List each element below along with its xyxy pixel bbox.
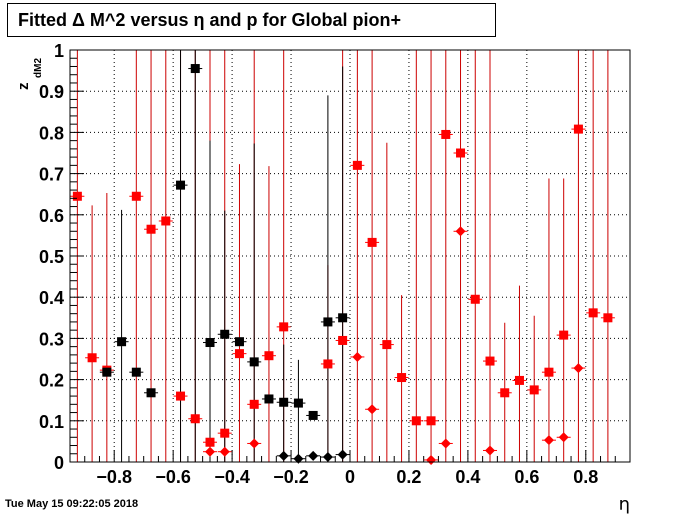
data-point-square [176, 180, 186, 190]
data-point-square [500, 388, 510, 398]
data-point-square [279, 397, 289, 407]
x-tick-label: −0.4 [214, 467, 250, 487]
data-point-square [146, 388, 156, 398]
axis-ticks [69, 49, 631, 463]
y-tick-label: 1 [54, 41, 64, 61]
x-tick-label: 0.2 [396, 467, 421, 487]
data-point-square [249, 357, 259, 367]
data-point-square [588, 308, 598, 318]
grid-lines [70, 50, 630, 462]
z-axis-label: z dM2 [15, 58, 44, 90]
y-tick-label: 0.4 [39, 288, 64, 308]
data-point-square [220, 329, 230, 339]
data-point-square [293, 398, 303, 408]
data-point-square [131, 367, 141, 377]
data-point-square [190, 414, 200, 424]
data-point-square [87, 353, 97, 363]
tick-labels: −0.8 −0.6 −0.4 −0.2 0 0.2 0.4 0.6 0.8 0 0.1 0.2 0.3 0… [39, 41, 598, 487]
data-point-square [382, 340, 392, 350]
data-point-diamond [367, 404, 378, 415]
data-point-diamond [308, 450, 319, 461]
data-point-square [205, 338, 215, 348]
data-point-square [117, 337, 127, 347]
data-point-square [279, 322, 289, 332]
data-point-diamond [322, 452, 333, 463]
data-point-square [72, 191, 82, 201]
chart-title: Fitted Δ M^2 versus η and p for Global p… [18, 9, 401, 30]
data-point-square [323, 317, 333, 327]
data-point-square [338, 335, 348, 345]
data-point-square [470, 294, 480, 304]
error-bars [70, 50, 615, 462]
data-point-diamond [205, 446, 215, 457]
y-tick-label: 0.5 [39, 247, 64, 267]
y-tick-label: 0 [54, 453, 64, 473]
data-point-diamond [293, 453, 304, 464]
data-point-square [603, 313, 613, 323]
z-axis-label-subscript: dM2 [33, 58, 44, 78]
data-point-square [338, 313, 348, 323]
y-tick-label: 0.8 [39, 123, 64, 143]
data-point-square [367, 237, 377, 247]
data-point-square [426, 416, 436, 426]
y-tick-label: 0.2 [39, 371, 64, 391]
data-point-diamond [558, 432, 569, 443]
data-point-square [308, 410, 318, 420]
data-point-square [205, 437, 215, 447]
data-point-square [234, 337, 244, 347]
y-tick-label: 0.7 [39, 165, 64, 185]
data-point-diamond [455, 226, 466, 237]
data-point-diamond [573, 363, 584, 374]
data-point-square [397, 373, 407, 383]
data-point-square [323, 359, 333, 369]
y-tick-label: 0.6 [39, 206, 64, 226]
x-tick-label: 0.8 [573, 467, 598, 487]
chart-title-box: Fitted Δ M^2 versus η and p for Global p… [7, 3, 496, 37]
x-tick-label: −0.8 [96, 467, 132, 487]
data-point-diamond [352, 351, 363, 362]
data-point-diamond [278, 450, 289, 461]
data-point-square [131, 191, 141, 201]
y-tick-label: 0.1 [39, 412, 64, 432]
x-tick-label: −0.2 [273, 467, 309, 487]
data-point-square [529, 385, 539, 395]
data-point-square [573, 124, 583, 134]
x-tick-label: 0.6 [514, 467, 539, 487]
data-point-diamond [219, 446, 230, 457]
data-point-square [102, 367, 112, 377]
data-point-diamond [440, 438, 451, 449]
data-point-square [514, 375, 524, 385]
data-point-square [352, 160, 362, 170]
data-point-square [264, 394, 274, 404]
data-point-diamond [485, 445, 495, 456]
data-point-square [485, 356, 495, 366]
data-point-diamond [426, 454, 437, 465]
data-point-square [264, 351, 274, 361]
data-point-square [234, 349, 244, 359]
data-point-square [544, 367, 554, 377]
y-tick-label: 0.3 [39, 329, 64, 349]
x-tick-label: 0 [345, 467, 355, 487]
data-point-square [190, 64, 200, 74]
data-point-square [559, 330, 569, 340]
data-point-square [146, 224, 156, 234]
data-point-square [220, 428, 230, 438]
data-point-diamond [249, 438, 260, 449]
data-point-square [249, 399, 259, 409]
x-tick-label: 0.4 [455, 467, 480, 487]
data-point-square [441, 129, 451, 139]
x-tick-label: −0.6 [155, 467, 191, 487]
datestamp: Tue May 15 09:22:05 2018 [5, 498, 139, 510]
data-point-diamond [337, 449, 348, 460]
y-tick-label: 0.9 [39, 82, 64, 102]
data-point-square [161, 216, 171, 226]
data-point-square [411, 416, 421, 426]
x-axis-label: η [619, 494, 630, 514]
data-point-diamond [543, 435, 554, 446]
z-axis-label-main: z [15, 83, 32, 91]
data-point-square [176, 391, 186, 401]
data-markers [72, 64, 613, 465]
data-point-square [456, 148, 466, 158]
